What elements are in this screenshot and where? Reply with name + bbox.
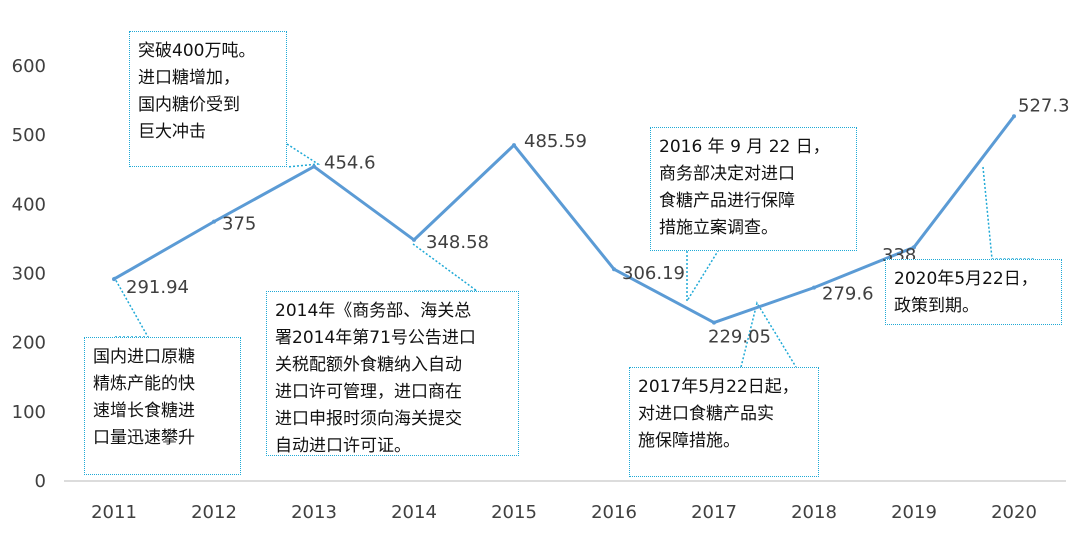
annotation-pointer [686,250,719,304]
annotation-pointer [740,301,797,368]
data-point [1012,114,1016,119]
data-point [712,320,716,325]
y-tick-label: 400 [12,194,46,215]
y-tick-label: 300 [12,264,46,285]
y-tick-label: 100 [12,402,46,423]
data-label: 279.6 [822,284,874,305]
data-point [912,245,916,250]
data-label: 306.19 [622,263,685,284]
x-tick-label: 2016 [591,502,637,523]
data-point [812,285,816,290]
annotation-2020-expiry: 2020年5月22日， 政策到期。 [885,259,1062,325]
x-tick-label: 2019 [891,502,937,523]
x-tick-label: 2018 [791,502,837,523]
data-point [412,237,416,242]
x-tick-label: 2014 [391,502,437,523]
data-label: 348.58 [426,232,489,253]
annotation-2014-import-license: 2014年《商务部、海关总 署2014年第71号公告进口 关税配额外食糖纳入自动… [266,291,519,456]
data-point [312,164,316,169]
x-tick-label: 2013 [291,502,337,523]
annotation-pointer [982,166,1035,260]
annotation-2016-investigation: 2016 年 9 月 22 日， 商务部决定对进口 食糖产品进行保障 措施立案调… [650,127,857,251]
annotation-2011-refining-capacity: 国内进口原糖 精炼产能的快 速增长食糖进 口量迅速攀升 [84,337,241,475]
data-label: 454.6 [324,153,376,174]
x-tick-label: 2020 [991,502,1037,523]
x-tick-label: 2017 [691,502,737,523]
data-label: 229.05 [708,327,771,348]
annotation-pointer [286,143,321,168]
y-tick-label: 0 [35,471,46,492]
x-tick-label: 2015 [491,502,537,523]
series-line [113,115,1016,325]
annotation-2013-price-shock: 突破400万吨。 进口糖增加， 国内糖价受到 巨大冲击 [129,31,287,167]
data-label: 375 [222,214,256,235]
annotation-2017-safeguard: 2017年5月22日起， 对进口食糖产品实 施保障措施。 [629,367,819,477]
data-point [112,277,116,282]
y-tick-label: 200 [12,333,46,354]
data-label: 527.3 [1018,95,1070,116]
data-label: 485.59 [524,131,587,152]
data-point [212,219,216,224]
x-tick-label: 2012 [191,502,237,523]
data-point [512,143,516,148]
data-point [612,267,616,272]
y-tick-label: 600 [12,56,46,77]
x-tick-label: 2011 [91,502,137,523]
data-label: 291.94 [126,277,189,298]
y-tick-label: 500 [12,125,46,146]
